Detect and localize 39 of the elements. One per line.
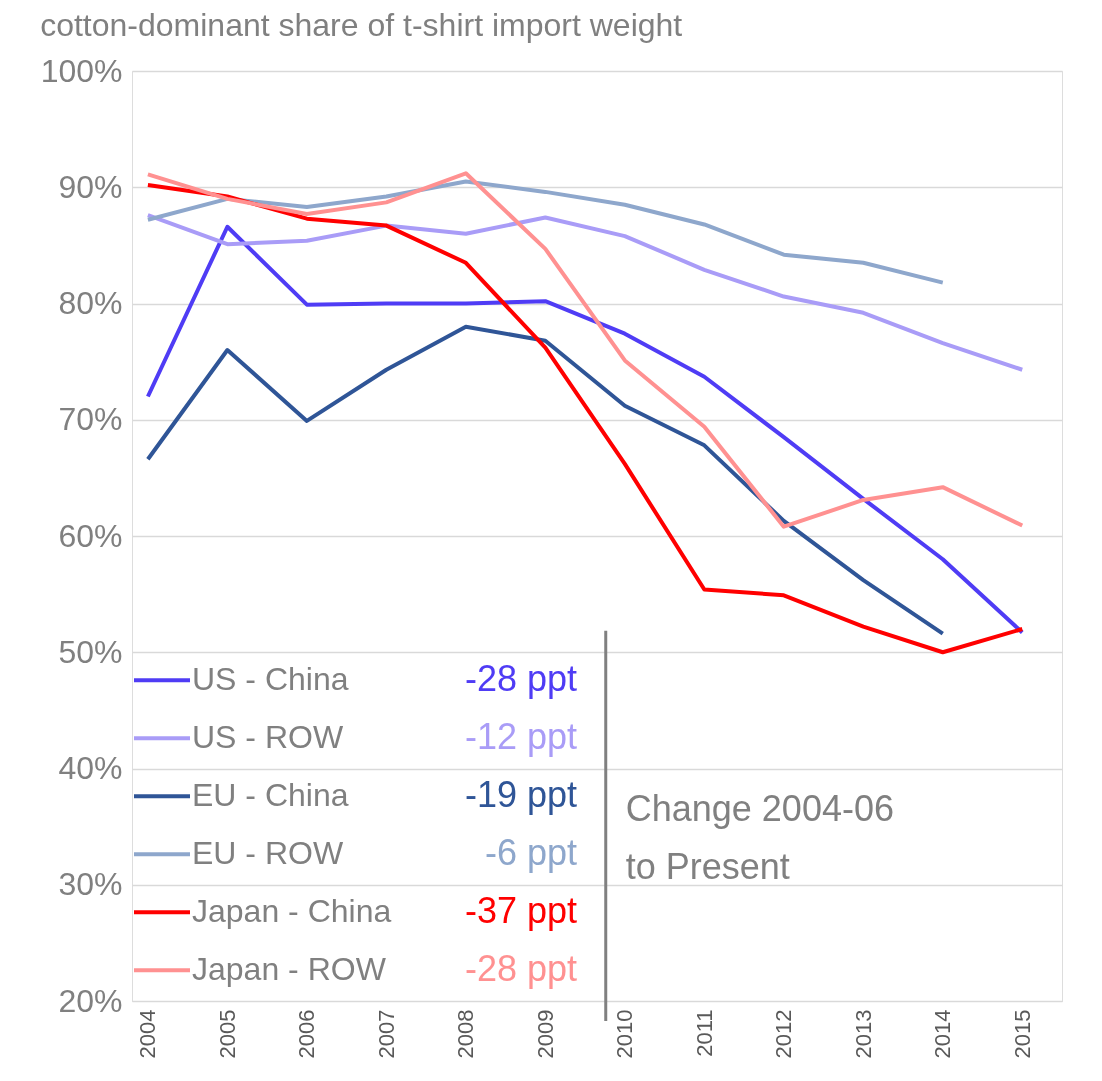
x-tick-label: 2010 <box>612 1009 638 1059</box>
x-tick-label: 2006 <box>294 1009 320 1059</box>
legend-label: Japan - China <box>192 893 392 930</box>
annotation: -6 ppt <box>484 832 577 874</box>
legend-label: Japan - ROW <box>192 951 387 988</box>
x-tick-label: 2004 <box>135 1009 161 1059</box>
legend-label: EU - China <box>192 777 349 814</box>
y-tick-label: 80% <box>58 285 123 321</box>
annotation: -37 ppt <box>464 890 577 932</box>
line-series <box>145 324 945 636</box>
x-tick-label: 2011 <box>691 1009 717 1057</box>
x-tick-label: 2015 <box>1009 1009 1035 1059</box>
y-tick-label: 60% <box>58 517 123 554</box>
line-series <box>145 179 945 285</box>
y-tick-label: 70% <box>58 401 123 438</box>
legend-label: US - China <box>192 661 349 698</box>
x-tick-label: 2005 <box>214 1009 240 1059</box>
y-tick-label: 90% <box>58 168 123 205</box>
ref-line-label: Change 2004-06 to Present <box>625 788 894 888</box>
y-tick-label: 50% <box>58 633 123 670</box>
x-tick-label: 2007 <box>373 1009 399 1059</box>
y-tick-label: 40% <box>58 750 123 786</box>
y-tick-label: 30% <box>58 866 123 903</box>
annotation: -12 ppt <box>464 716 577 758</box>
x-tick-label: 2012 <box>771 1009 797 1059</box>
annotation: -28 ppt <box>464 658 577 700</box>
annotation: -28 ppt <box>464 948 577 990</box>
annotation: -19 ppt <box>464 774 577 816</box>
x-tick-label: 2008 <box>453 1009 479 1059</box>
x-tick-label: 2014 <box>930 1009 956 1059</box>
x-tick-label: 2013 <box>850 1009 876 1059</box>
line-series <box>145 171 1025 529</box>
line-series <box>145 213 1025 372</box>
chart-title: cotton-dominant share of t-shirt import weight <box>40 7 683 43</box>
legend-label: US - ROW <box>192 719 344 756</box>
x-tick-label: 2009 <box>532 1009 558 1059</box>
y-tick-label: 100% <box>40 52 123 89</box>
legend-label: EU - ROW <box>192 835 344 872</box>
y-tick-label: 20% <box>58 982 123 1019</box>
